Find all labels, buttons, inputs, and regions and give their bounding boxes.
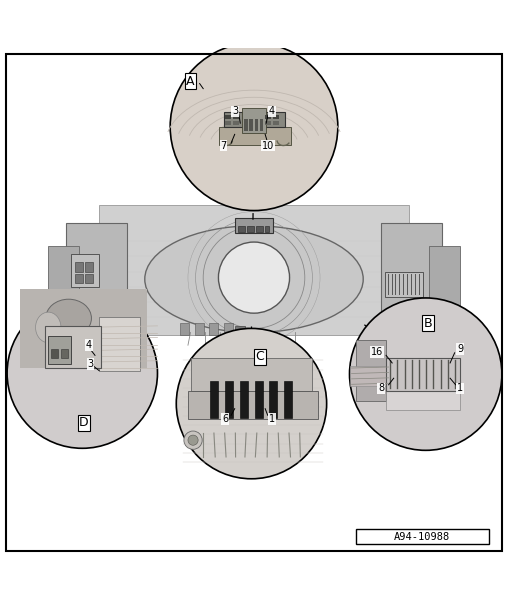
Bar [284,381,292,418]
Bar [255,118,258,131]
Bar [381,223,442,323]
Circle shape [7,298,157,448]
Bar [249,118,253,131]
Bar [225,381,233,418]
Bar [263,112,285,127]
Text: C: C [256,350,265,364]
Bar [180,323,189,335]
Text: A: A [186,74,195,88]
Text: 4: 4 [86,340,92,350]
Bar [75,262,83,272]
Bar [20,289,147,368]
Text: 3: 3 [232,106,238,117]
Bar [265,226,269,232]
Bar [386,390,460,410]
Bar [265,121,271,125]
Bar [61,349,68,358]
Bar [265,115,271,119]
Text: 10: 10 [262,141,274,150]
Bar [219,127,291,144]
Ellipse shape [46,299,91,337]
Text: 8: 8 [378,384,384,393]
Bar [71,254,99,287]
Bar [75,274,83,283]
Bar [242,108,266,133]
Text: 9: 9 [457,344,463,354]
Bar [225,121,231,125]
Circle shape [188,435,198,445]
Circle shape [218,242,290,313]
Ellipse shape [36,312,61,342]
Bar [48,246,79,307]
Bar [247,226,254,232]
Circle shape [184,431,202,449]
Bar [235,326,245,336]
Bar [188,391,318,419]
Bar [255,381,263,418]
Bar [273,115,279,119]
Bar [260,118,263,131]
Text: 6: 6 [222,414,228,424]
Bar [356,529,489,544]
Text: 4: 4 [269,106,275,117]
Bar [350,365,390,386]
Bar [99,317,140,371]
Bar [224,323,233,335]
Text: 1: 1 [457,384,463,393]
Ellipse shape [145,226,363,332]
Bar [385,272,423,297]
Bar [256,226,263,232]
Bar [244,118,248,131]
Bar [48,336,71,364]
Bar [209,323,218,335]
Bar [66,223,127,323]
Text: 3: 3 [87,359,93,369]
Text: B: B [424,317,432,330]
Bar [85,274,93,283]
Bar [240,381,248,418]
Bar [235,218,273,233]
Circle shape [350,298,502,451]
Bar [99,205,409,335]
Bar [233,115,239,119]
Text: D: D [79,416,88,429]
Bar [238,226,245,232]
Bar [210,381,218,418]
Circle shape [176,329,327,479]
Bar [233,121,239,125]
Bar [85,262,93,272]
Bar [429,246,460,307]
Bar [224,112,245,127]
Bar [269,381,277,418]
Bar [195,323,204,335]
Bar [45,326,101,368]
Bar [225,115,231,119]
Text: 1: 1 [269,414,275,424]
Text: A94-10988: A94-10988 [394,532,450,542]
Text: 7: 7 [220,141,227,150]
Text: 16: 16 [371,347,383,357]
Bar [273,121,279,125]
Bar [386,358,460,391]
Bar [356,340,386,401]
Circle shape [170,43,338,211]
Bar [51,349,58,358]
Bar [190,358,312,391]
